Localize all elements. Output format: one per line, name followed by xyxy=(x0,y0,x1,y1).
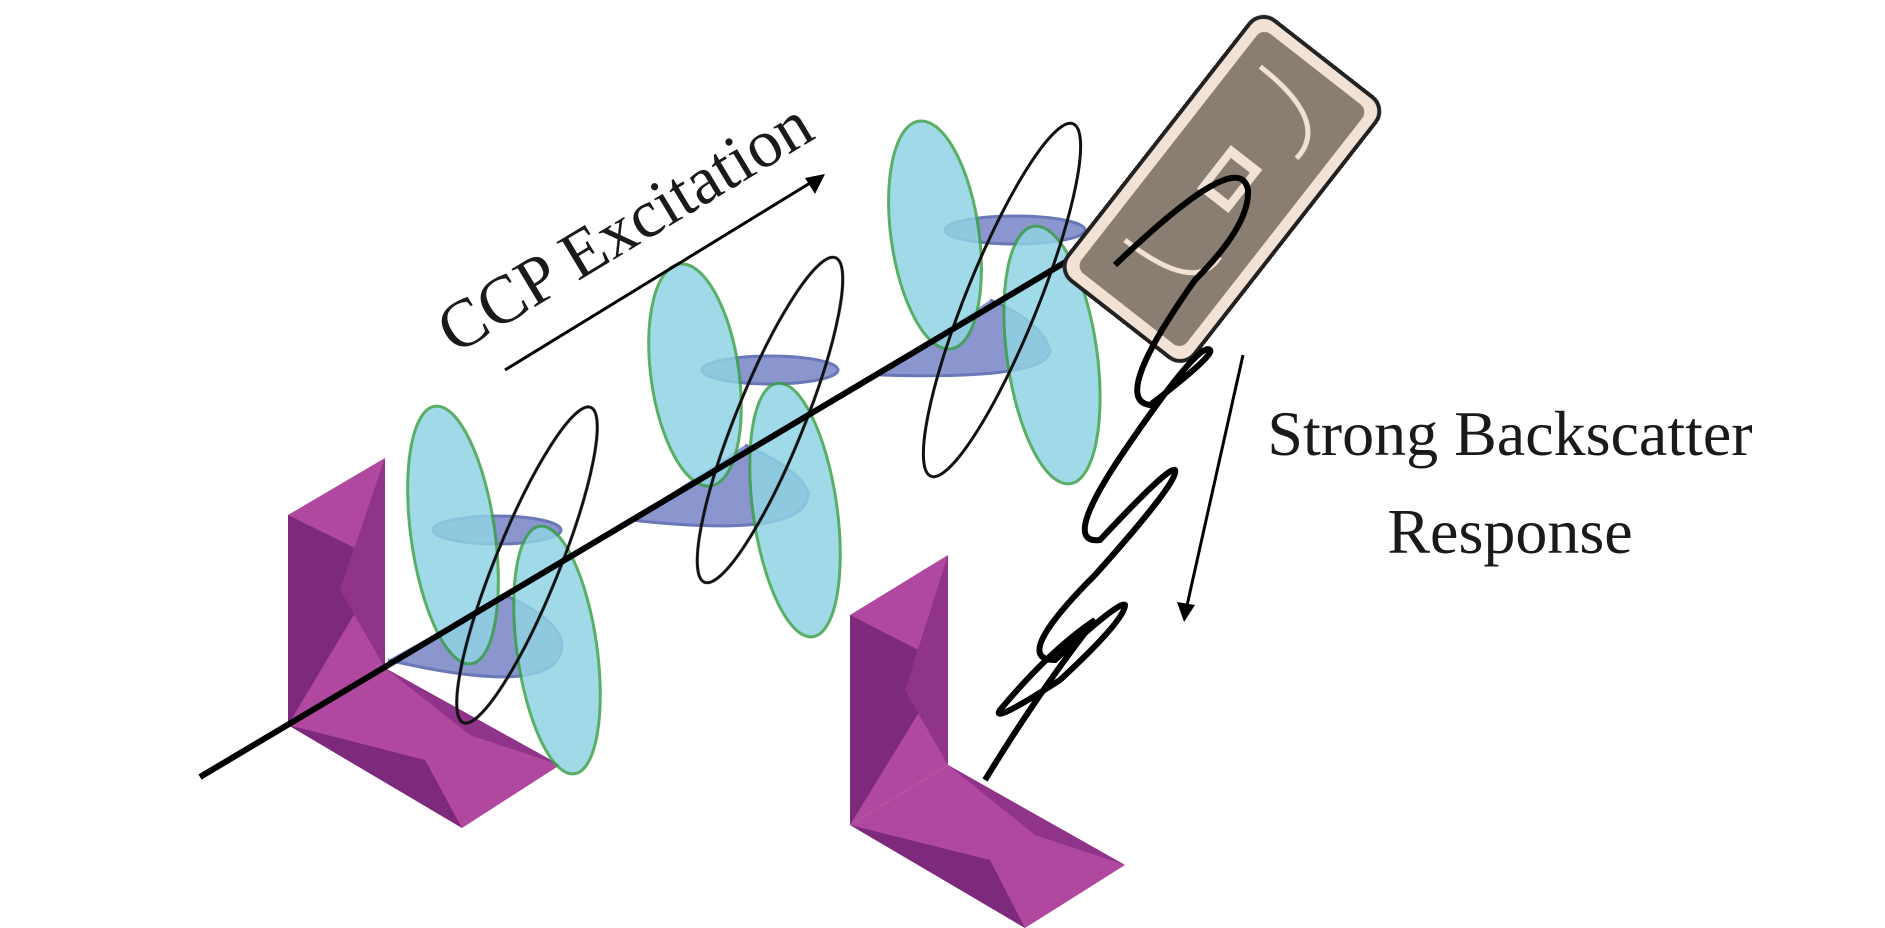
response-label-line1: Strong Backscatter xyxy=(1267,398,1752,469)
response-arrow xyxy=(1177,354,1245,622)
polarization-helix xyxy=(455,121,1083,725)
rfid-tag-icon xyxy=(1062,14,1382,363)
response-label-line2: Response xyxy=(1387,496,1632,567)
corner-reflector-icon xyxy=(288,458,560,828)
corner-reflector-icon xyxy=(850,555,1125,928)
excitation-arrow xyxy=(504,174,825,372)
excitation-label: CCP Excitation xyxy=(424,85,825,368)
propagation-axis xyxy=(198,182,1197,780)
backscatter-wave xyxy=(982,174,1252,782)
e-field-lobes xyxy=(406,119,1102,776)
